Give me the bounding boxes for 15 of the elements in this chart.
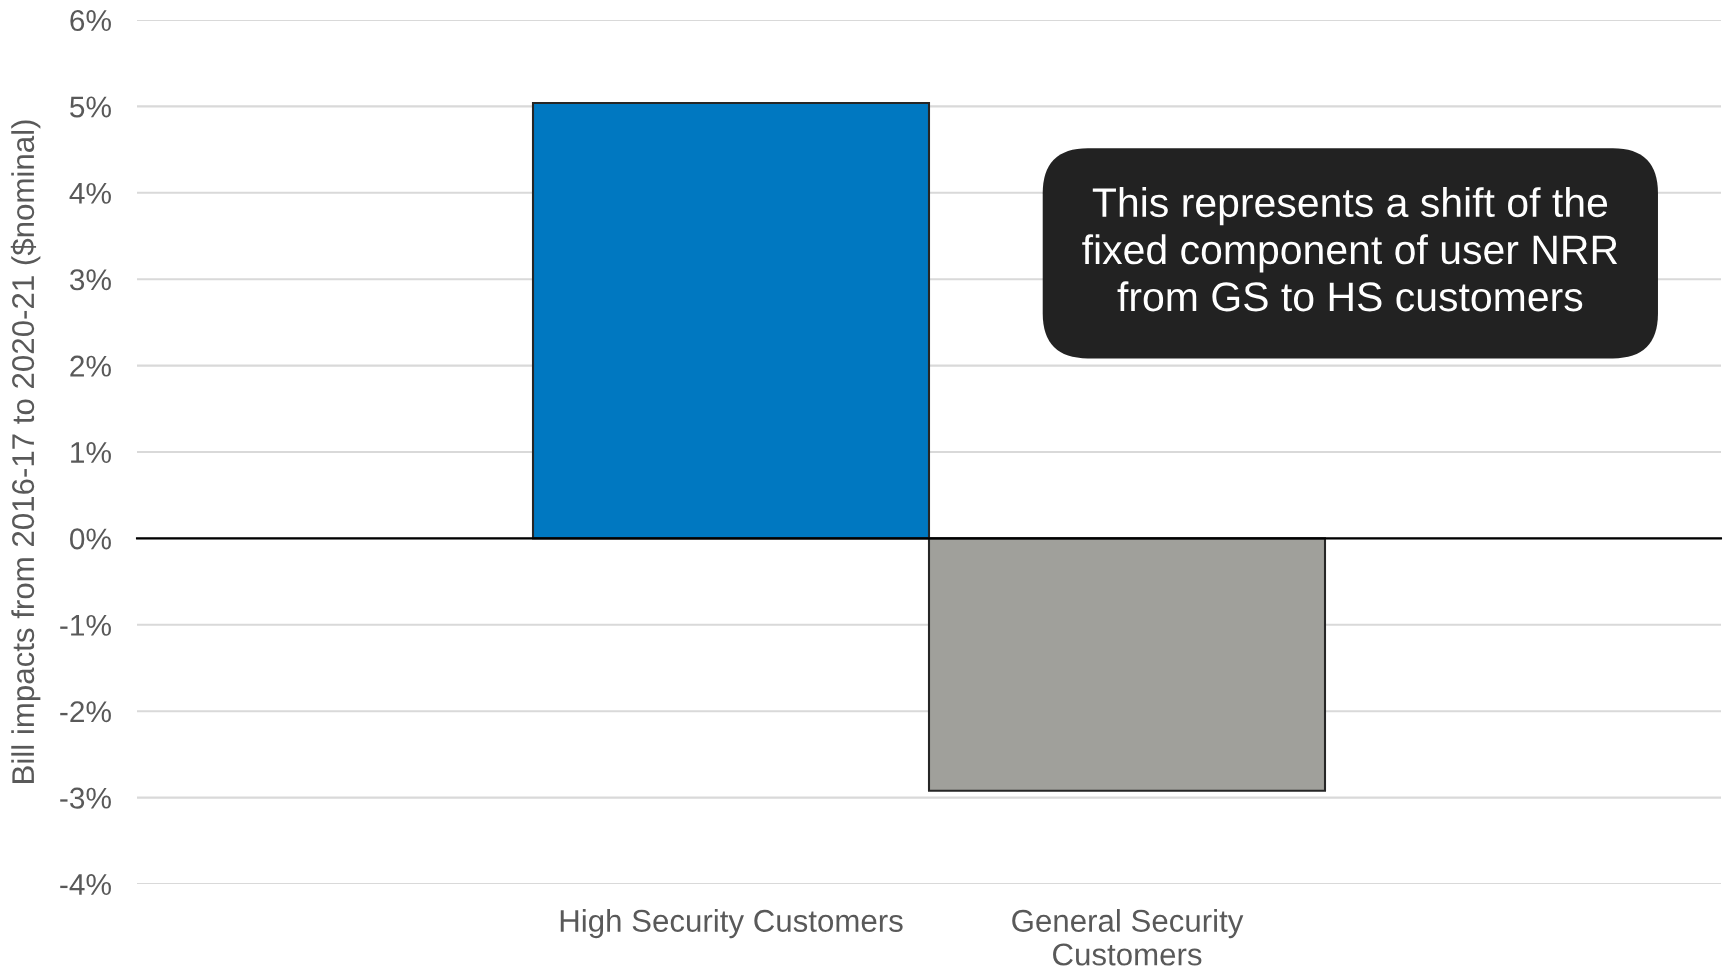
x-tick-label: General Security Customers [1012, 909, 1244, 966]
y-tick-label: 4% [69, 182, 111, 204]
y-tick-label: 5% [70, 96, 111, 118]
y-tick-label: 1% [71, 442, 111, 463]
y-tick-label: 0% [70, 528, 111, 550]
y-tick-label: -3% [60, 787, 111, 809]
annotation: This represents a shift of the fixed component of user NRR from GS to HS customers [1082, 187, 1618, 312]
y-tick-label: -2% [60, 701, 111, 723]
y-tick-label: 2% [70, 355, 111, 377]
y-tick-label: -4% [60, 874, 111, 895]
y-tick-label: 6% [70, 9, 111, 32]
y-tick-label: -1% [60, 614, 111, 636]
y-tick-label: 3% [69, 269, 111, 291]
x-tick-label: High Security Customers [560, 909, 903, 939]
y-axis-title: Bill impacts from 2016-17 to 2020-21 ($nominal) [10, 120, 41, 783]
